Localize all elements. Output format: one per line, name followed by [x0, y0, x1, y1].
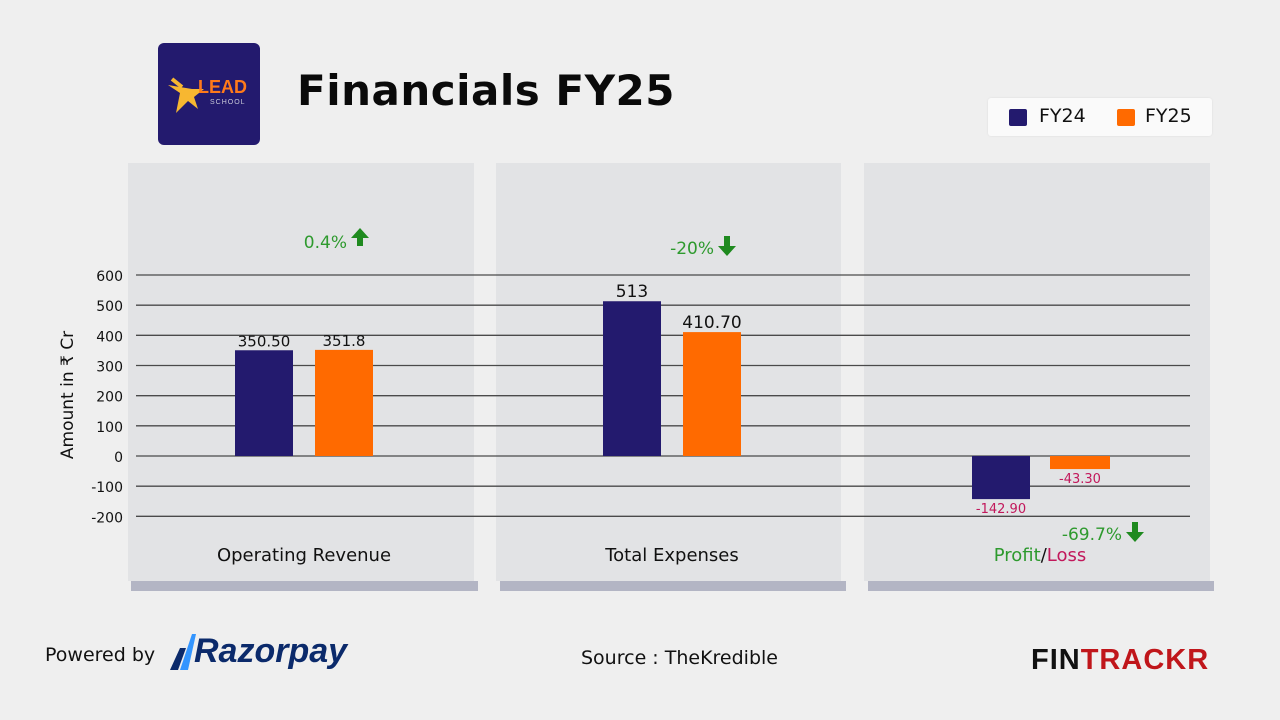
bar-fy25	[683, 332, 741, 456]
category-label-part: Profit	[994, 545, 1041, 566]
legend-swatch-fy24	[1009, 109, 1027, 126]
bar-fy25	[1050, 456, 1110, 470]
panel-operating-revenue	[128, 163, 474, 581]
legend-label-fy24: FY24	[1039, 105, 1086, 127]
bar-fy24	[603, 301, 661, 456]
logo-text-sub: SCHOOL	[210, 99, 246, 106]
category-label-part: Loss	[1047, 545, 1086, 566]
y-tick-label: 300	[96, 360, 123, 376]
y-tick-label: 600	[96, 269, 123, 285]
bar-fy25	[315, 349, 373, 456]
data-label: -43.30	[1059, 472, 1101, 487]
logo-text-main: LEAD	[198, 77, 247, 97]
category-label: Operating Revenue	[217, 545, 391, 566]
source-text: Source : TheKredible	[581, 647, 778, 669]
y-tick-label: 200	[96, 390, 123, 406]
category-label-part: /	[1041, 545, 1048, 566]
arrow-up-icon	[351, 228, 369, 246]
data-label: 410.70	[682, 313, 741, 333]
powered-by-text: Powered by	[45, 644, 156, 666]
legend-swatch-fy25	[1117, 109, 1135, 126]
brand-part-fin: FIN	[1031, 644, 1081, 676]
y-tick-label: 400	[96, 329, 123, 345]
data-label: 513	[616, 282, 648, 302]
bar-fy24	[972, 456, 1030, 500]
arrow-down-icon	[1126, 522, 1144, 542]
category-label: Total Expenses	[604, 545, 739, 566]
chart-legend: FY24 FY25	[988, 98, 1212, 136]
fintrackr-logo: FINTRACKR	[1031, 644, 1209, 677]
data-label: 350.50	[238, 332, 291, 350]
data-label: -142.90	[976, 502, 1026, 517]
data-label: 351.8	[323, 332, 366, 350]
panel-profit-loss	[864, 163, 1210, 581]
razorpay-icon	[170, 648, 186, 670]
legend-label-fy25: FY25	[1145, 105, 1192, 127]
change-annotation: -69.7%	[1062, 525, 1122, 545]
lead-school-logo: LEAD SCHOOL	[158, 43, 260, 145]
y-tick-label: 100	[96, 420, 123, 436]
panel-total-expenses	[496, 163, 841, 581]
brand-part-trackr: TRACKR	[1080, 644, 1210, 676]
panel-base-2	[500, 581, 846, 591]
razorpay-wordmark: Razorpay	[194, 632, 348, 670]
y-tick-label: 500	[96, 299, 123, 315]
razorpay-logo: Razorpay	[166, 630, 376, 680]
change-annotation: -20%	[670, 239, 714, 259]
y-tick-label: -100	[91, 480, 123, 496]
page-title: Financials FY25	[297, 66, 675, 115]
arrow-down-icon	[718, 236, 736, 256]
y-tick-label: -200	[91, 510, 123, 526]
bar-fy24	[235, 350, 293, 456]
category-label: Profit/Loss	[994, 545, 1087, 566]
star-icon	[168, 77, 204, 113]
panel-base-3	[868, 581, 1214, 591]
y-tick-label: 0	[114, 450, 123, 466]
change-annotation: 0.4%	[304, 233, 347, 253]
panel-base-1	[131, 581, 478, 591]
